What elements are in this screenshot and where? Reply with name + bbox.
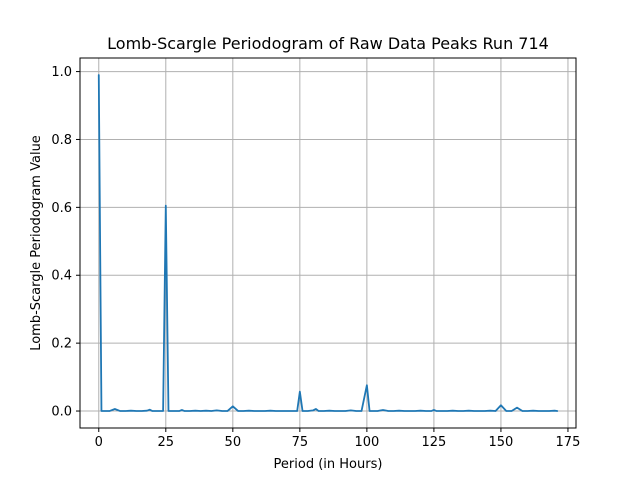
- y-tick-label: 0.4: [51, 269, 72, 284]
- series-layer: [97, 74, 559, 412]
- x-axis-ticks: 0 25 50 75 100 125 150 175: [95, 428, 581, 450]
- y-axis-ticks: 0.0 0.2 0.4 0.6 0.8 1.0: [51, 65, 80, 420]
- x-tick-label: 0: [95, 435, 103, 450]
- y-tick-label: 1.0: [51, 65, 72, 80]
- y-tick-label: 0.2: [51, 337, 72, 352]
- x-tick-label: 150: [489, 435, 514, 450]
- x-tick-label: 75: [292, 435, 309, 450]
- x-tick-label: 175: [556, 435, 581, 450]
- y-axis-label: Lomb-Scargle Periodogram Value: [29, 135, 44, 351]
- y-tick-label: 0.0: [51, 405, 72, 420]
- x-tick-label: 50: [225, 435, 242, 450]
- y-tick-label: 0.6: [51, 201, 72, 216]
- series-line: [97, 74, 559, 412]
- plot-frame: [79, 57, 577, 429]
- x-tick-label: 100: [354, 435, 379, 450]
- x-tick-label: 25: [158, 435, 175, 450]
- x-axis-label: Period (in Hours): [274, 457, 383, 472]
- chart-title: Lomb-Scargle Periodogram of Raw Data Pea…: [107, 34, 549, 53]
- x-tick-label: 125: [421, 435, 446, 450]
- y-tick-label: 0.8: [51, 133, 72, 148]
